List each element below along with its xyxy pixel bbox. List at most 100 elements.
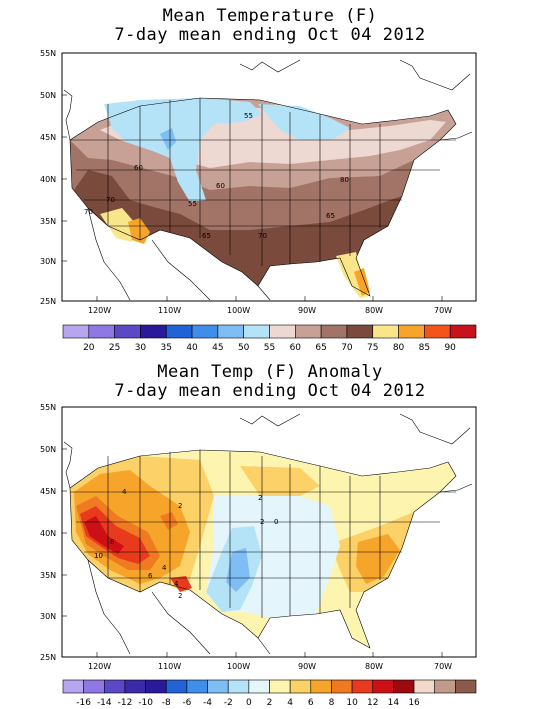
lat-label: 40N [40, 175, 56, 184]
lat-label: 50N [40, 445, 56, 454]
bottom-state-boundaries [69, 449, 457, 649]
lon-label: 90W [298, 306, 316, 315]
colorbar-swatch [62, 324, 90, 339]
colorbar-swatch [289, 679, 312, 694]
colorbar-label: 85 [419, 343, 430, 353]
colorbar-label: 2 [267, 698, 273, 708]
mean-temperature-panel: Mean Temperature (F) 7-day mean ending O… [40, 6, 477, 353]
colorbar-swatch [351, 679, 374, 694]
colorbar-label: -6 [182, 698, 191, 708]
colorbar-label: 60 [290, 343, 302, 353]
colorbar-label: 35 [161, 343, 172, 353]
lat-label: 30N [40, 257, 56, 266]
contour-label: 2 [258, 494, 262, 502]
colorbar-swatch [124, 679, 146, 694]
contour-label: 4 [122, 488, 127, 496]
top-map-svg: 55N 50N 45N 40N 35N 30N 25N 120W 110W 10… [40, 49, 477, 353]
colorbar-swatch [346, 324, 374, 339]
contour-label: 55 [188, 200, 197, 208]
colorbar-label: 16 [408, 698, 420, 708]
contour-label: 60 [216, 182, 225, 190]
contour-label: 2 [178, 502, 182, 510]
colorbar-label: -10 [138, 698, 153, 708]
colorbar-swatch [217, 324, 244, 339]
colorbar-label: -4 [203, 698, 212, 708]
contour-label: 0 [274, 518, 278, 526]
top-lat-labels: 55N 50N 45N 40N 35N 30N 25N [40, 49, 56, 306]
contour-label: 2 [178, 592, 182, 600]
contour-label: 8 [110, 538, 114, 546]
colorbar-swatch [413, 679, 435, 694]
lon-label: 110W [158, 662, 181, 671]
top-map-title: Mean Temperature (F) [162, 6, 378, 26]
colorbar-swatch [104, 679, 126, 694]
lat-label: 30N [40, 612, 56, 621]
lat-label: 25N [40, 653, 56, 662]
colorbar-swatch [227, 679, 250, 694]
colorbar-swatch [310, 679, 332, 694]
lat-label: 55N [40, 403, 56, 412]
lat-label: 50N [40, 91, 56, 100]
top-lon-labels: 120W 110W 100W 90W 80W 70W [88, 306, 452, 315]
colorbar-label: -8 [162, 698, 171, 708]
contour-label: 4 [174, 580, 179, 588]
contour-label: 70 [106, 196, 115, 204]
temperature-anomaly-panel: Mean Temp (F) Anomaly 7-day mean ending … [0, 356, 540, 709]
contour-label: 80 [340, 176, 349, 184]
lat-label: 55N [40, 49, 56, 58]
bottom-lon-labels: 120W 110W 100W 90W 80W 70W [88, 662, 452, 671]
colorbar-swatch [207, 679, 229, 694]
contour-label: 4 [162, 564, 167, 572]
colorbar-label: 8 [329, 698, 335, 708]
colorbar-swatch [424, 324, 451, 339]
colorbar-swatch [248, 679, 270, 694]
colorbar-swatch [320, 324, 348, 339]
contour-label: 10 [94, 552, 103, 560]
colorbar-label: 65 [315, 343, 326, 353]
lon-label: 100W [227, 662, 250, 671]
colorbar-label: 10 [346, 698, 358, 708]
bottom-anomaly-field [70, 450, 456, 648]
colorbar-swatch [372, 679, 394, 694]
bottom-coastlines [63, 413, 473, 655]
contour-label: 70 [84, 208, 93, 216]
lon-label: 70W [434, 662, 452, 671]
lon-label: 90W [298, 662, 316, 671]
colorbar-swatch [295, 324, 322, 339]
lat-label: 45N [40, 487, 56, 496]
lon-label: 120W [88, 306, 111, 315]
colorbar-swatch [243, 324, 270, 339]
bottom-contour-labels: 4 2 2 2 0 8 10 6 4 4 2 [94, 488, 278, 600]
bottom-lat-labels: 55N 50N 45N 40N 35N 30N 25N [40, 403, 56, 662]
bottom-map-title: Mean Temp (F) Anomaly [157, 362, 383, 382]
colorbar-swatch [393, 679, 415, 694]
lon-label: 80W [365, 306, 383, 315]
colorbar-label: 0 [246, 698, 252, 708]
colorbar-swatch [165, 324, 193, 339]
top-contour-labels: 55 60 60 55 80 70 65 70 65 70 [84, 112, 349, 240]
colorbar-swatch [88, 324, 115, 339]
colorbar-label: 6 [308, 698, 314, 708]
colorbar-label: -2 [224, 698, 233, 708]
colorbar-label: 25 [109, 343, 120, 353]
colorbar-label: 45 [212, 343, 223, 353]
colorbar-swatch [62, 679, 84, 694]
contour-label: 6 [148, 572, 153, 580]
contour-label: 65 [202, 232, 211, 240]
colorbar-swatch [269, 324, 296, 339]
colorbar-swatch [398, 324, 425, 339]
colorbar-label: -14 [97, 698, 112, 708]
colorbar-label: 50 [238, 343, 250, 353]
colorbar-swatch [165, 679, 188, 694]
lon-label: 110W [158, 306, 181, 315]
lat-label: 35N [40, 571, 56, 580]
colorbar-swatch [186, 679, 208, 694]
colorbar-swatch [269, 679, 291, 694]
colorbar-label: 4 [287, 698, 293, 708]
bottom-map-subtitle: 7-day mean ending Oct 04 2012 [114, 381, 426, 401]
colorbar-label: 30 [135, 343, 147, 353]
colorbar-label: 14 [388, 698, 400, 708]
lon-label: 80W [365, 662, 383, 671]
colorbar-label: 55 [264, 343, 275, 353]
contour-label: 55 [244, 112, 253, 120]
